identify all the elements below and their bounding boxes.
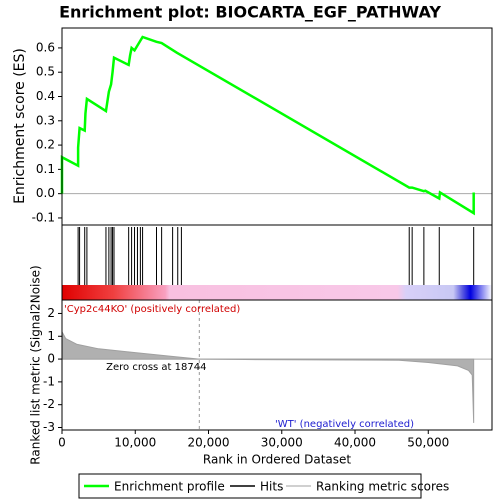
x-tick-label: 0 (58, 436, 66, 450)
y-tick-label: 0.4 (36, 89, 55, 103)
legend-label: Hits (260, 480, 283, 494)
x-tick-label: 30,000 (261, 436, 303, 450)
zero-cross-label: Zero cross at 18744 (106, 362, 206, 373)
x-tick-label: 40,000 (334, 436, 376, 450)
negative-label: 'WT' (negatively correlated) (275, 419, 414, 430)
y-tick-label: 1 (47, 329, 55, 343)
ranking-metric-area (61, 331, 475, 423)
legend-label: Enrichment profile (114, 480, 225, 494)
y-tick-label: -1 (43, 374, 55, 388)
y-tick-label: 0.6 (36, 40, 55, 54)
y-axis-label: Enrichment score (ES) (12, 48, 28, 204)
y-tick-label: 0.1 (36, 162, 55, 176)
legend-label: Ranking metric scores (316, 480, 449, 494)
y-axis-label: Ranked list metric (Signal2Noise) (29, 265, 43, 464)
y-tick-label: 0.3 (36, 113, 55, 127)
y-tick-label: -3 (43, 420, 55, 434)
x-axis-label: Rank in Ordered Dataset (203, 453, 351, 467)
y-tick-label: -2 (43, 397, 55, 411)
x-tick-label: 10,000 (114, 436, 156, 450)
chart-title: Enrichment plot: BIOCARTA_EGF_PATHWAY (59, 3, 441, 22)
ranking-color-bar (62, 285, 492, 300)
x-tick-label: 20,000 (188, 436, 230, 450)
y-tick-label: 0.5 (36, 65, 55, 79)
y-tick-label: 0 (47, 352, 55, 366)
y-tick-label: -0.1 (32, 210, 55, 224)
positive-label: 'Cyp2c44KO' (positively correlated) (64, 304, 240, 315)
x-tick-label: 50,000 (407, 436, 449, 450)
plot-frame (61, 27, 493, 431)
y-tick-label: 0.0 (36, 186, 55, 200)
y-tick-label: 2 (47, 306, 55, 320)
enrichment-profile (60, 35, 475, 216)
y-tick-label: 0.2 (36, 138, 55, 152)
